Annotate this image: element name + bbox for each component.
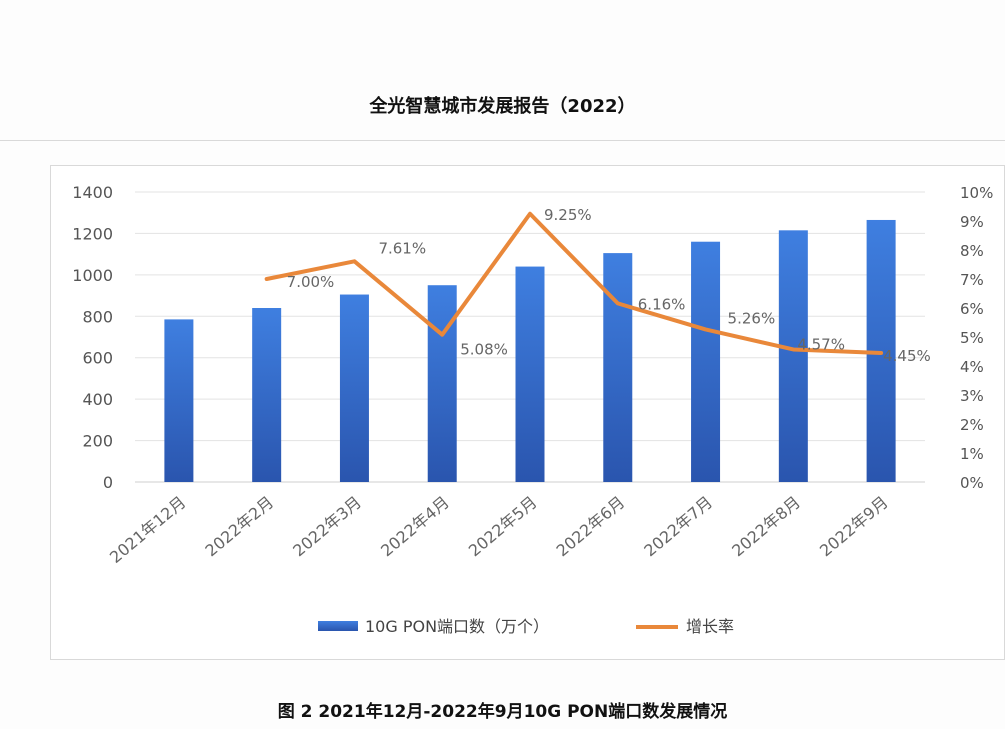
growth-rate-data-label: 5.08% [460,341,508,359]
y-left-tick-label: 200 [82,432,113,451]
y-left-tick-label: 400 [82,390,113,409]
x-tick-label: 2022年7月 [640,493,716,561]
y-right-tick-label: 8% [960,242,984,260]
x-tick-label: 2022年3月 [289,493,365,561]
y-left-tick-label: 1000 [72,266,113,285]
y-left-tick-label: 600 [82,349,113,368]
bar [515,266,545,482]
bar [339,294,369,482]
header-divider [0,140,1005,141]
y-left-tick-label: 1200 [72,224,113,243]
y-right-tick-label: 7% [960,271,984,289]
x-tick-label: 2022年4月 [377,493,453,561]
legend-line-label: 增长率 [686,617,734,636]
x-tick-label: 2022年6月 [553,493,629,561]
bar [691,241,721,482]
document-header: 全光智慧城市发展报告（2022） [369,96,636,117]
y-right-tick-label: 0% [960,474,984,492]
y-right-tick-label: 5% [960,329,984,347]
figure-caption: 图 2 2021年12月-2022年9月10G PON端口数发展情况 [277,702,728,722]
y-right-tick-label: 3% [960,387,984,405]
y-right-tick-label: 2% [960,416,984,434]
y-left-tick-label: 800 [82,307,113,326]
growth-rate-data-label: 4.57% [797,335,845,353]
bar [778,230,808,482]
bar [252,308,282,482]
x-tick-label: 2021年12月 [106,493,190,567]
y-right-tick-label: 4% [960,358,984,376]
bar [427,285,457,482]
x-tick-label: 2022年2月 [202,493,278,561]
y-left-tick-label: 0 [103,473,113,492]
x-tick-label: 2022年9月 [816,493,892,561]
bar [164,319,194,482]
y-right-tick-label: 10% [960,184,993,202]
x-tick-label: 2022年8月 [728,493,804,561]
legend-bar-label: 10G PON端口数（万个） [365,617,549,636]
y-left-tick-label: 1400 [72,183,113,202]
growth-rate-data-label: 9.25% [544,206,592,224]
growth-rate-data-label: 6.16% [638,295,686,313]
legend-bar-swatch [318,621,358,631]
y-right-tick-label: 9% [960,213,984,231]
bar [603,253,633,482]
growth-rate-data-label: 7.61% [378,239,426,257]
growth-rate-line [264,211,884,355]
y-right-tick-label: 6% [960,300,984,318]
growth-rate-data-label: 4.45% [883,347,931,365]
y-right-tick-label: 1% [960,445,984,463]
x-tick-label: 2022年5月 [465,493,541,561]
growth-rate-data-label: 5.26% [728,309,776,327]
growth-rate-data-label: 7.00% [287,273,335,291]
